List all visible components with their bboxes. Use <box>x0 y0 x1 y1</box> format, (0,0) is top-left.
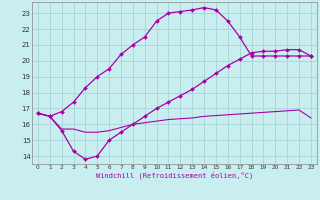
X-axis label: Windchill (Refroidissement éolien,°C): Windchill (Refroidissement éolien,°C) <box>96 172 253 179</box>
